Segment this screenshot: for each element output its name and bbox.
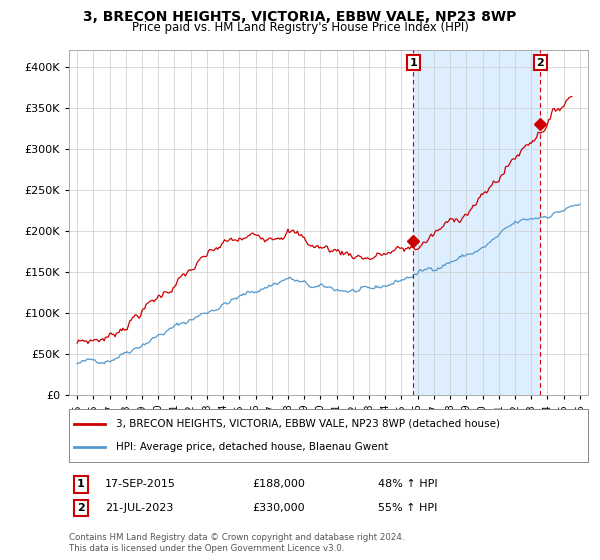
Text: 1: 1: [409, 58, 417, 68]
Text: 48% ↑ HPI: 48% ↑ HPI: [378, 479, 437, 489]
Text: 3, BRECON HEIGHTS, VICTORIA, EBBW VALE, NP23 8WP (detached house): 3, BRECON HEIGHTS, VICTORIA, EBBW VALE, …: [116, 419, 500, 429]
Text: 55% ↑ HPI: 55% ↑ HPI: [378, 503, 437, 513]
Text: £188,000: £188,000: [252, 479, 305, 489]
Text: 3, BRECON HEIGHTS, VICTORIA, EBBW VALE, NP23 8WP: 3, BRECON HEIGHTS, VICTORIA, EBBW VALE, …: [83, 10, 517, 24]
Text: 2: 2: [77, 503, 85, 513]
Text: 17-SEP-2015: 17-SEP-2015: [105, 479, 176, 489]
Bar: [413, 50, 540, 395]
Text: £330,000: £330,000: [252, 503, 305, 513]
Text: 2: 2: [536, 58, 544, 68]
Text: Contains HM Land Registry data © Crown copyright and database right 2024.
This d: Contains HM Land Registry data © Crown c…: [69, 533, 404, 553]
Text: 1: 1: [77, 479, 85, 489]
Text: HPI: Average price, detached house, Blaenau Gwent: HPI: Average price, detached house, Blae…: [116, 442, 388, 452]
Text: Price paid vs. HM Land Registry's House Price Index (HPI): Price paid vs. HM Land Registry's House …: [131, 21, 469, 34]
Text: 21-JUL-2023: 21-JUL-2023: [105, 503, 173, 513]
